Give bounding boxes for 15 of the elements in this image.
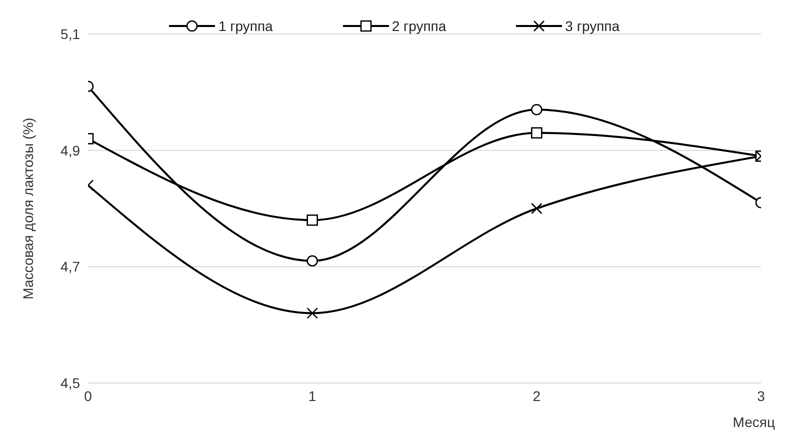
y-tick-label: 4,9 [60,142,80,158]
y-tick-label: 4,7 [60,258,80,275]
y-tick-label: 5,1 [60,26,80,42]
legend-label: 3 группа [565,18,620,34]
point [531,127,542,139]
point [306,214,318,226]
x-tick-label: 0 [84,388,92,404]
y-tick-label: 4,5 [60,374,80,391]
legend-label: 2 группа [392,18,446,34]
y-axis-title: Массовая доля лактозы (%) [20,118,36,300]
legend-label: 1 группа [218,18,273,34]
x-tick-label: 3 [757,388,766,404]
x-axis-title: Месяц [732,414,775,430]
x-tick-label: 2 [532,388,541,404]
x-tick-label: 1 [308,388,316,404]
